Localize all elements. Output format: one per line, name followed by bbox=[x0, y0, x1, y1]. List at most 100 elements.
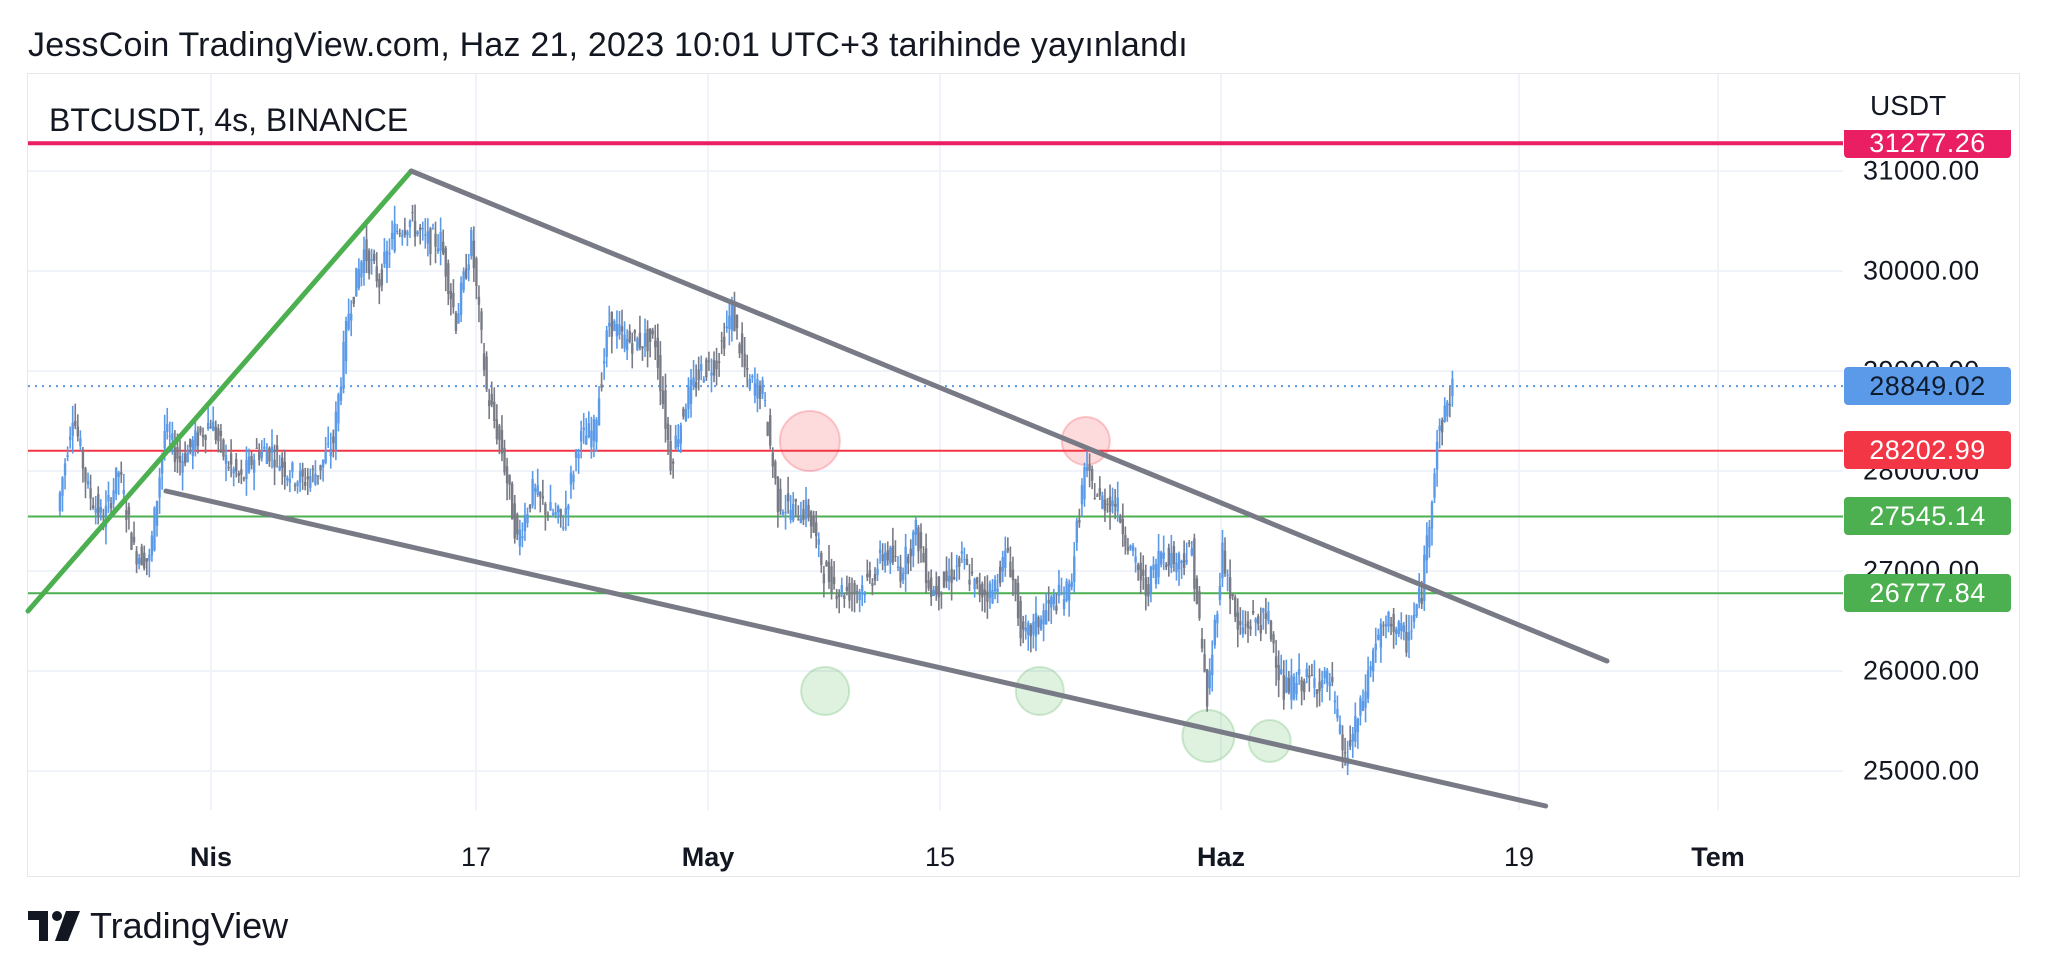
candle-body bbox=[748, 378, 751, 390]
candle-body bbox=[1241, 627, 1245, 634]
candle-body bbox=[352, 296, 355, 304]
candle-body bbox=[441, 241, 445, 254]
candle-body bbox=[1269, 620, 1273, 640]
candle-body bbox=[694, 382, 698, 389]
candle-body bbox=[1052, 594, 1056, 605]
candle-body bbox=[214, 426, 217, 441]
candle-body bbox=[189, 439, 192, 448]
candle-body bbox=[986, 591, 989, 602]
candle-body bbox=[654, 340, 657, 348]
candle-body bbox=[988, 583, 992, 598]
candle-body bbox=[707, 360, 711, 362]
candle-body bbox=[1374, 643, 1377, 651]
candle-body bbox=[413, 220, 417, 237]
candle-body bbox=[227, 466, 230, 469]
candle-body bbox=[1234, 597, 1237, 617]
candle-body bbox=[1274, 656, 1278, 668]
candle-body bbox=[1180, 560, 1183, 563]
tradingview-logo-text: TradingView bbox=[90, 905, 289, 946]
candle-body bbox=[687, 386, 690, 410]
candle-body bbox=[1142, 569, 1145, 576]
candle-body bbox=[424, 234, 427, 236]
candle-body bbox=[582, 427, 585, 431]
candle-body bbox=[592, 418, 596, 441]
candle-body bbox=[434, 233, 437, 247]
candle-body bbox=[63, 463, 67, 476]
candle-body bbox=[669, 440, 672, 471]
candle-body bbox=[572, 474, 575, 483]
candle-body bbox=[973, 578, 976, 590]
candle-body bbox=[1073, 556, 1076, 582]
candle-body bbox=[1282, 675, 1285, 700]
candle-body bbox=[832, 576, 836, 585]
candle-body bbox=[1027, 622, 1030, 636]
candle-body bbox=[426, 231, 430, 244]
candle-body bbox=[339, 386, 343, 401]
candle-body bbox=[1425, 535, 1429, 561]
candle-body bbox=[1108, 496, 1112, 513]
trendline-wedge-upper bbox=[408, 168, 1610, 664]
candle-body bbox=[416, 231, 419, 235]
candle-body bbox=[674, 435, 677, 449]
candle-body bbox=[1320, 679, 1324, 689]
x-tick-label: 17 bbox=[460, 842, 492, 872]
candle-body bbox=[679, 425, 683, 444]
candle-body bbox=[590, 430, 593, 448]
candle-body bbox=[344, 321, 348, 362]
candle-body bbox=[58, 492, 62, 512]
candle-body bbox=[304, 481, 307, 486]
price-label-resistance: 28202.99 bbox=[1844, 431, 2011, 469]
candle-body bbox=[1389, 624, 1393, 627]
candle-body bbox=[730, 303, 734, 331]
candle-body bbox=[1300, 679, 1303, 691]
candle-body bbox=[449, 290, 453, 300]
candle-body bbox=[1417, 587, 1421, 603]
candle-body bbox=[388, 252, 391, 255]
candle-body bbox=[401, 234, 404, 237]
candle-body bbox=[807, 505, 810, 517]
candle-body bbox=[1057, 584, 1061, 597]
candle-body bbox=[848, 583, 851, 601]
candle-body bbox=[97, 494, 100, 516]
candle-body bbox=[664, 390, 667, 429]
candle-body bbox=[528, 504, 532, 509]
candle-body bbox=[61, 477, 64, 496]
candle-body bbox=[784, 511, 787, 513]
candle-body bbox=[408, 220, 412, 228]
candle-body bbox=[817, 539, 820, 545]
tradingview-logo[interactable]: TradingView bbox=[28, 905, 288, 947]
candle-body bbox=[1121, 518, 1125, 535]
candle-body bbox=[217, 428, 220, 442]
candle-body bbox=[1438, 425, 1441, 431]
candle-body bbox=[671, 461, 675, 464]
candle-body bbox=[219, 430, 223, 437]
symbol-label[interactable]: BTCUSDT, 4s, BINANCE bbox=[49, 102, 409, 138]
candle-body bbox=[763, 399, 767, 401]
candle-body bbox=[503, 447, 506, 473]
candle-body bbox=[562, 527, 565, 529]
candle-body bbox=[260, 450, 263, 458]
candle-body bbox=[1088, 464, 1091, 471]
candle-body bbox=[723, 336, 726, 349]
candle-body bbox=[1101, 495, 1104, 509]
candle-body bbox=[906, 556, 910, 564]
y-tick-label: 31000.00 bbox=[1863, 155, 1980, 186]
candle-body bbox=[143, 552, 146, 569]
candle-body bbox=[917, 527, 920, 552]
candle-body bbox=[329, 448, 332, 457]
candle-body bbox=[487, 400, 491, 407]
candle-body bbox=[1159, 552, 1163, 565]
candle-body bbox=[1405, 631, 1408, 653]
candle-body bbox=[761, 380, 764, 395]
candle-body bbox=[914, 520, 918, 535]
candle-body bbox=[1213, 619, 1216, 646]
x-tick-label: Tem bbox=[1691, 842, 1745, 872]
candle-body bbox=[1354, 715, 1357, 742]
candle-body bbox=[140, 546, 143, 566]
candle-body bbox=[993, 579, 997, 592]
candle-body bbox=[682, 408, 685, 417]
candle-body bbox=[283, 461, 286, 477]
candle-body bbox=[738, 344, 741, 354]
candle-body bbox=[1165, 564, 1168, 568]
candle-body bbox=[894, 555, 897, 557]
